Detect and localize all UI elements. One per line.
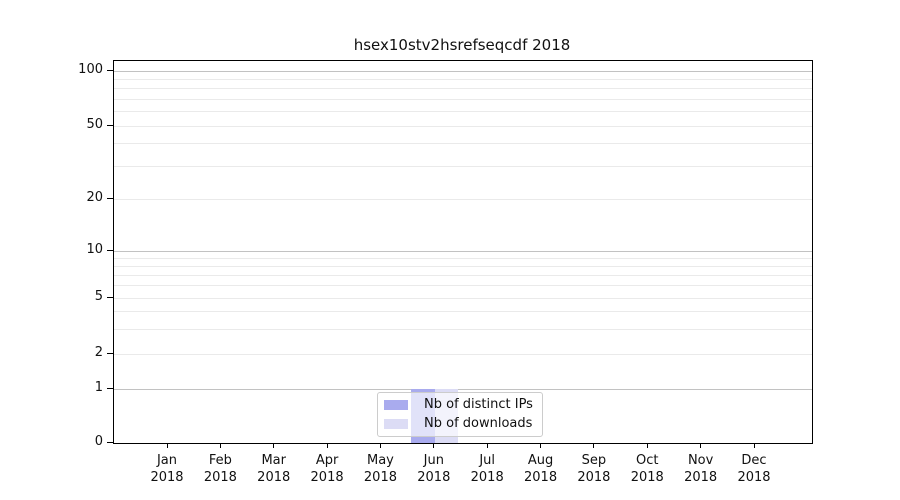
y-tick-mark — [107, 296, 113, 298]
chart-title: hsex10stv2hsrefseqcdf 2018 — [353, 36, 571, 54]
y-tick-mark — [107, 441, 113, 443]
x-tick-label: Feb 2018 — [188, 452, 252, 486]
plot-area — [113, 60, 813, 444]
x-tick-year: 2018 — [684, 470, 718, 485]
y-tick-mark — [107, 387, 113, 389]
x-tick-month: May — [367, 453, 394, 468]
minor-gridline — [114, 328, 812, 330]
x-tick-label: Nov 2018 — [669, 452, 733, 486]
x-tick-year: 2018 — [150, 470, 184, 485]
legend-entry: Nb of downloads — [384, 416, 542, 432]
x-tick-mark — [646, 443, 648, 448]
y-tick-label: 1 — [94, 380, 103, 395]
x-tick-mark — [700, 443, 702, 448]
y-tick-mark — [107, 197, 113, 199]
x-tick-label: May 2018 — [348, 452, 412, 486]
x-tick-month: Dec — [741, 453, 767, 468]
x-tick-year: 2018 — [737, 470, 771, 485]
x-tick-mark — [753, 443, 755, 448]
y-tick-mark — [107, 352, 113, 354]
minor-gridline — [114, 88, 812, 90]
minor-gridline — [114, 111, 812, 113]
minor-gridline — [114, 297, 812, 299]
x-tick-mark — [166, 443, 168, 448]
x-tick-year: 2018 — [417, 470, 451, 485]
major-gridline — [114, 250, 812, 252]
x-tick-mark — [379, 443, 381, 448]
x-tick-mark — [593, 443, 595, 448]
x-tick-label: Dec 2018 — [722, 452, 786, 486]
x-tick-month: Sep — [581, 453, 607, 468]
y-tick-label: 50 — [86, 117, 103, 132]
x-tick-year: 2018 — [630, 470, 664, 485]
x-tick-mark — [486, 443, 488, 448]
x-tick-label: Jun 2018 — [402, 452, 466, 486]
y-tick-mark — [107, 124, 113, 126]
legend-entry: Nb of distinct IPs — [384, 397, 542, 413]
x-tick-year: 2018 — [524, 470, 558, 485]
x-tick-month: Aug — [527, 453, 554, 468]
y-tick-label: 0 — [94, 434, 103, 449]
minor-gridline — [114, 166, 812, 168]
minor-gridline — [114, 257, 812, 259]
y-tick-label: 5 — [94, 289, 103, 304]
x-tick-label: Oct 2018 — [615, 452, 679, 486]
minor-gridline — [114, 198, 812, 200]
legend: Nb of distinct IPs Nb of downloads — [377, 392, 543, 437]
x-tick-month: Feb — [208, 453, 232, 468]
x-tick-label: Aug 2018 — [509, 452, 573, 486]
x-tick-label: Sep 2018 — [562, 452, 626, 486]
x-tick-year: 2018 — [577, 470, 611, 485]
y-tick-label: 2 — [94, 345, 103, 360]
x-tick-month: Mar — [261, 453, 286, 468]
x-tick-month: Jun — [423, 453, 444, 468]
x-tick-month: Jul — [479, 453, 496, 468]
x-tick-label: Jan 2018 — [135, 452, 199, 486]
minor-gridline — [114, 143, 812, 145]
x-tick-label: Apr 2018 — [295, 452, 359, 486]
x-tick-year: 2018 — [203, 470, 237, 485]
minor-gridline — [114, 125, 812, 127]
minor-gridline — [114, 353, 812, 355]
x-tick-year: 2018 — [257, 470, 291, 485]
minor-gridline — [114, 311, 812, 313]
x-tick-mark — [326, 443, 328, 448]
minor-gridline — [114, 98, 812, 100]
x-tick-month: Nov — [687, 453, 714, 468]
x-tick-mark — [433, 443, 435, 448]
y-tick-label: 100 — [78, 62, 103, 77]
y-tick-label: 10 — [86, 242, 103, 257]
x-tick-year: 2018 — [363, 470, 397, 485]
major-gridline — [114, 70, 812, 72]
x-tick-mark — [273, 443, 275, 448]
minor-gridline — [114, 265, 812, 267]
minor-gridline — [114, 78, 812, 80]
x-tick-month: Apr — [315, 453, 339, 468]
legend-entry-label: Nb of distinct IPs — [424, 397, 533, 413]
legend-entry-label: Nb of downloads — [424, 415, 533, 431]
x-tick-year: 2018 — [470, 470, 504, 485]
x-tick-month: Oct — [636, 453, 659, 468]
y-tick-mark — [107, 69, 113, 71]
minor-gridline — [114, 274, 812, 276]
minor-gridline — [114, 285, 812, 287]
y-tick-mark — [107, 249, 113, 251]
major-gridline — [114, 388, 812, 390]
legend-swatch-icon — [384, 418, 408, 429]
x-tick-mark — [540, 443, 542, 448]
x-tick-year: 2018 — [310, 470, 344, 485]
x-tick-label: Jul 2018 — [455, 452, 519, 486]
x-tick-mark — [219, 443, 221, 448]
y-tick-label: 20 — [86, 190, 103, 205]
legend-swatch-icon — [384, 400, 408, 411]
x-tick-month: Jan — [156, 453, 178, 468]
x-tick-label: Mar 2018 — [242, 452, 306, 486]
